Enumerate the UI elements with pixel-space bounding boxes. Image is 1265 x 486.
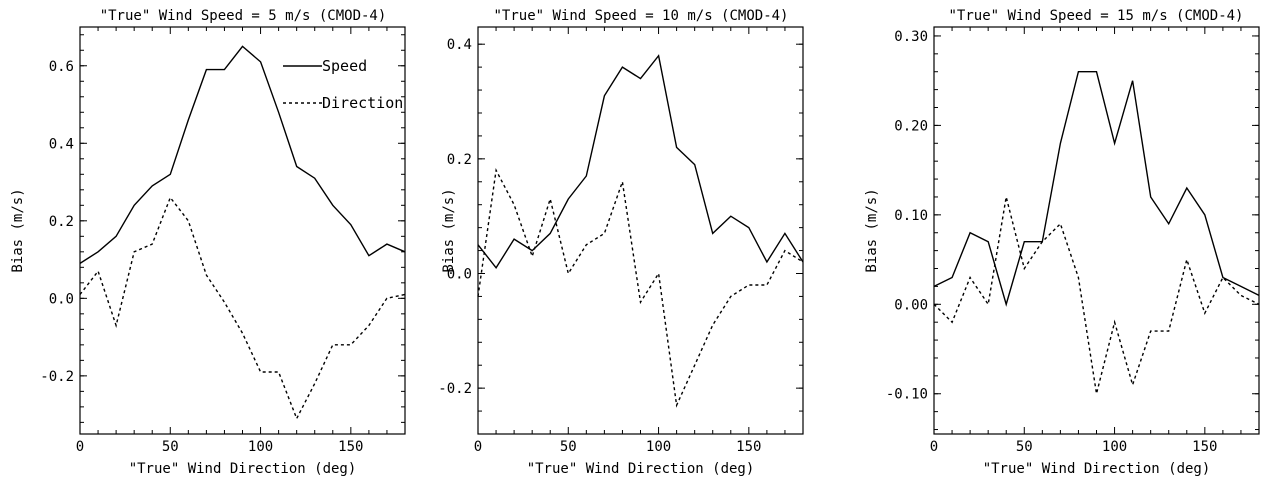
y-tick-label: -0.10 xyxy=(886,387,928,403)
y-tick-label: 0.2 xyxy=(49,214,74,230)
y-tick-label: 0.4 xyxy=(447,37,472,53)
y-tick-label: 0.30 xyxy=(894,29,928,45)
x-tick-label: 100 xyxy=(1102,439,1127,455)
legend-direction-label: Direction xyxy=(322,94,403,112)
x-axis-label: "True" Wind Direction (deg) xyxy=(129,461,357,477)
x-axis-label: "True" Wind Direction (deg) xyxy=(527,461,755,477)
speed-series-line xyxy=(933,70,1260,307)
legend: Speed Direction xyxy=(283,57,403,112)
direction-series-line xyxy=(477,168,804,408)
x-tick-label: 0 xyxy=(930,439,938,455)
y-tick-label: 0.4 xyxy=(49,136,74,152)
y-tick-label: 0.00 xyxy=(894,297,928,313)
chart-panel-1: "True" Wind Speed = 5 m/s (CMOD-4) 0 50 100… xyxy=(10,8,406,477)
y-tick-label: 0.20 xyxy=(894,118,928,134)
x-tick-label: 150 xyxy=(338,439,363,455)
plot-frame xyxy=(477,26,804,435)
y-tick-label: -0.2 xyxy=(40,369,74,385)
y-tick-label: 0.0 xyxy=(49,291,74,307)
direction-series-line xyxy=(79,196,406,421)
y-tick-label: 0.0 xyxy=(447,266,472,282)
x-tick-label: 150 xyxy=(1192,439,1217,455)
x-tick-label: 100 xyxy=(248,439,273,455)
x-tick-label: 0 xyxy=(474,439,482,455)
y-tick-label: 0.6 xyxy=(49,59,74,75)
legend-speed-label: Speed xyxy=(322,57,367,75)
x-axis-label: "True" Wind Direction (deg) xyxy=(983,461,1211,477)
speed-series-line xyxy=(79,45,406,264)
x-tick-label: 50 xyxy=(1016,439,1033,455)
y-axis-label: Bias (m/s) xyxy=(441,188,457,272)
x-tick-label: 150 xyxy=(736,439,761,455)
speed-series-line xyxy=(477,54,804,270)
direction-series-line xyxy=(933,196,1260,394)
y-axis-label: Bias (m/s) xyxy=(10,188,26,272)
plot-frame xyxy=(933,26,1260,435)
y-tick-label: 0.10 xyxy=(894,208,928,224)
y-axis-label: Bias (m/s) xyxy=(864,188,880,272)
chart-panel-2: "True" Wind Speed = 10 m/s (CMOD-4) 0 50 10… xyxy=(438,8,804,477)
chart-panel-3: "True" Wind Speed = 15 m/s (CMOD-4) 0 50 10… xyxy=(864,8,1260,477)
chart-title: "True" Wind Speed = 10 m/s (CMOD-4) xyxy=(493,8,788,24)
plot-frame xyxy=(79,26,406,435)
y-tick-label: 0.2 xyxy=(447,152,472,168)
chart-title: "True" Wind Speed = 5 m/s (CMOD-4) xyxy=(100,8,387,24)
chart-title: "True" Wind Speed = 15 m/s (CMOD-4) xyxy=(948,8,1243,24)
x-tick-label: 0 xyxy=(76,439,84,455)
y-tick-label: -0.2 xyxy=(438,381,472,397)
x-tick-label: 50 xyxy=(560,439,577,455)
x-tick-label: 50 xyxy=(162,439,179,455)
x-tick-label: 100 xyxy=(646,439,671,455)
